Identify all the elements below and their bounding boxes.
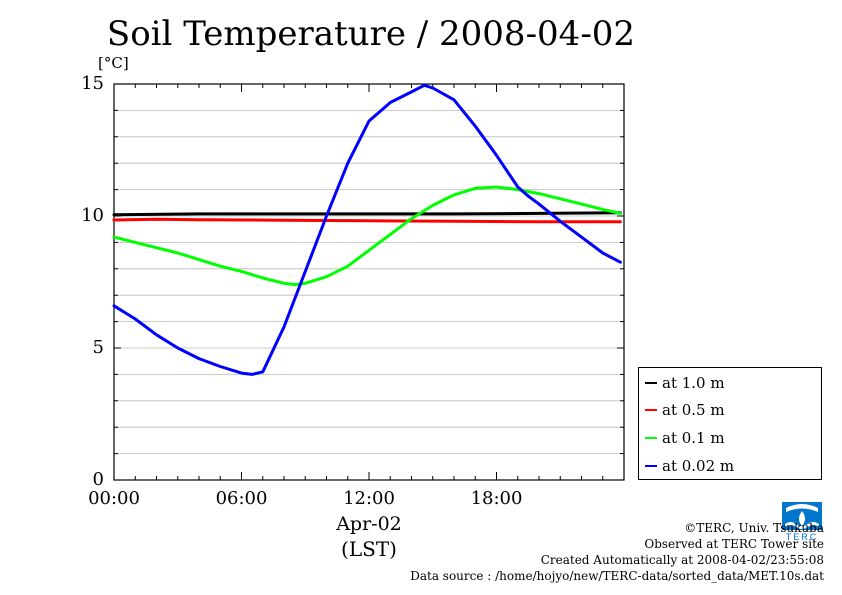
x-tick-label-0600: 06:00 (215, 488, 268, 509)
legend-label-1m: at 1.0 m (662, 374, 725, 392)
legend-swatch-0-1m (645, 437, 657, 439)
plot-frame (113, 83, 625, 481)
x-tick-label-1200: 12:00 (343, 488, 395, 509)
x-tick-label-1800: 18:00 (470, 488, 523, 509)
series-0-5m-line (112, 217, 622, 224)
legend-item-1m: at 1.0 m (645, 371, 725, 395)
chart-title: Soil Temperature / 2008-04-02 (106, 14, 636, 54)
x-axis-timezone-label: (LST) (341, 537, 397, 561)
legend-label-0-1m: at 0.1 m (662, 429, 725, 447)
x-axis-date-label: Apr-02 (336, 513, 402, 535)
legend-item-0-1m: at 0.1 m (645, 426, 725, 450)
credit-data-source: Data source : /home/hojyo/new/TERC-data/… (410, 569, 824, 583)
legend-swatch-0-02m (645, 465, 657, 467)
svg-text:TERC: TERC (786, 532, 819, 542)
y-tick-label-10: 10 (81, 205, 104, 226)
credit-copyright: ©TERC, Univ. Tsukuba (684, 521, 824, 535)
y-axis-unit-label: [°C] (98, 54, 129, 72)
legend-label-0-02m: at 0.02 m (662, 457, 735, 475)
series-1m-line (112, 211, 622, 217)
legend-swatch-0-5m (645, 409, 657, 411)
series-0-02m-line (112, 83, 622, 376)
chart-credits: ©TERC, Univ. Tsukuba Observed at TERC To… (410, 520, 824, 584)
legend-item-0-5m: at 0.5 m (645, 398, 725, 422)
legend-item-0-02m: at 0.02 m (645, 454, 734, 478)
credit-created-time: Created Automatically at 2008-04-02/23:5… (540, 553, 824, 567)
credit-observed-site: Observed at TERC Tower site (644, 537, 824, 551)
y-tick-label-5: 5 (92, 337, 104, 358)
legend-label-0-5m: at 0.5 m (662, 401, 725, 419)
terc-logo-icon: TERC (782, 502, 822, 542)
y-tick-label-15: 15 (81, 73, 104, 94)
series-0-1m-line (112, 185, 622, 287)
x-tick-label-0000: 00:00 (88, 488, 140, 509)
chart-legend: at 1.0 m at 0.5 m at 0.1 m at 0.02 m (638, 367, 822, 480)
y-tick-label-0: 0 (92, 469, 104, 490)
legend-swatch-1m (645, 382, 657, 384)
